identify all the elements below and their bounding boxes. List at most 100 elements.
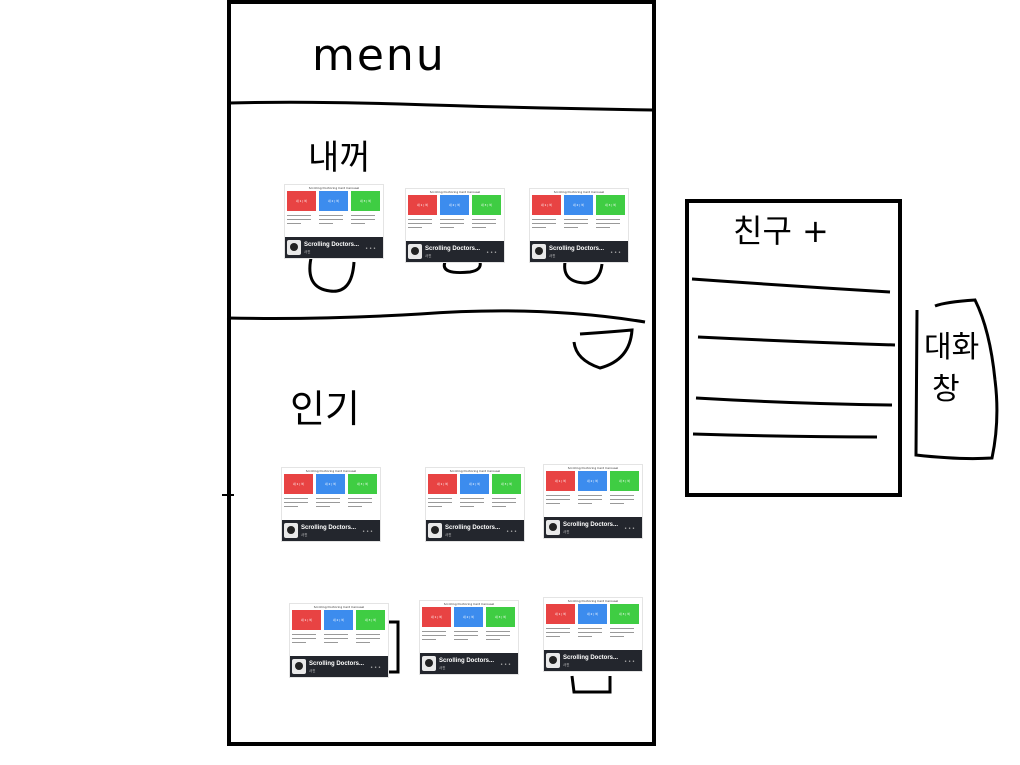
card-text-line xyxy=(532,223,556,224)
card-title: Scrolling Doctors... xyxy=(309,661,365,667)
card-preview[interactable]: Scrolling Doctoring Card Carousel 내 1 | 비… xyxy=(530,189,628,262)
card-text-line xyxy=(472,219,496,220)
card-header: Scrolling Doctoring Card Carousel xyxy=(449,469,501,473)
card-text-line xyxy=(460,502,484,503)
avatar xyxy=(408,244,422,259)
more-icon[interactable]: ••• xyxy=(506,529,518,535)
friend-row xyxy=(697,335,896,347)
card-subtitle: 사진 xyxy=(425,254,432,258)
card-text-line xyxy=(284,502,308,503)
card-title: Scrolling Doctors... xyxy=(301,525,357,531)
menu-divider xyxy=(228,100,654,112)
card-text-line xyxy=(546,632,570,633)
card-text-line xyxy=(610,632,634,633)
avatar xyxy=(422,656,436,671)
bracket-mark xyxy=(386,620,400,674)
card-preview[interactable]: Scrolling Doctoring Card Carousel 내 1 | 비… xyxy=(544,465,642,538)
card-header: Scrolling Doctoring Card Carousel xyxy=(553,190,605,194)
card-header: Scrolling Doctoring Card Carousel xyxy=(567,599,619,603)
card-subtitle: 사진 xyxy=(304,250,311,254)
card-text-line xyxy=(428,502,452,503)
more-icon[interactable]: ••• xyxy=(486,250,498,256)
more-icon[interactable]: ••• xyxy=(500,662,512,668)
card-text-line xyxy=(610,628,634,629)
more-icon[interactable]: ••• xyxy=(365,246,377,252)
card-text-line xyxy=(351,219,375,220)
card-tile: 내 3 | 비 xyxy=(472,195,501,215)
card-preview[interactable]: Scrolling Doctoring Card Carousel 내 1 | 비… xyxy=(406,189,504,262)
card-text-line xyxy=(316,506,330,507)
card-preview[interactable]: Scrolling Doctoring Card Carousel 내 1 | 비… xyxy=(420,601,518,674)
card-text-line xyxy=(356,642,370,643)
card-text-line xyxy=(422,631,446,632)
side-note-line2: 창 xyxy=(932,372,960,407)
friend-row xyxy=(695,396,893,407)
card-tile: 내 2 | 비 xyxy=(460,474,489,494)
card-text-line xyxy=(610,503,624,504)
card-text-line xyxy=(324,638,348,639)
chat-bubble-outline xyxy=(914,298,999,461)
card-tile: 내 3 | 비 xyxy=(486,607,515,627)
card-header: Scrolling Doctoring Card Carousel xyxy=(429,190,481,194)
side-note-line1: 대화 xyxy=(924,330,980,365)
card-text-line xyxy=(284,498,308,499)
card-text-line xyxy=(578,495,602,496)
more-icon[interactable]: ••• xyxy=(624,526,636,532)
card-text-line xyxy=(578,636,592,637)
card-text-line xyxy=(596,219,620,220)
scribble-mark xyxy=(572,328,634,370)
card-text-line xyxy=(422,635,446,636)
card-subtitle: 사진 xyxy=(309,669,316,673)
card-header: Scrolling Doctoring Card Carousel xyxy=(443,602,495,606)
more-icon[interactable]: ••• xyxy=(362,529,374,535)
card-preview[interactable]: Scrolling Doctoring Card Carousel 내 1 | 비… xyxy=(290,604,388,677)
card-tile: 내 1 | 비 xyxy=(422,607,451,627)
card-text-line xyxy=(578,503,592,504)
card-tile: 내 1 | 비 xyxy=(546,471,575,491)
friends-panel-title: 친구 + xyxy=(733,212,829,250)
section-label-popular: 인기 xyxy=(290,387,360,431)
avatar xyxy=(532,244,546,259)
card-text-line xyxy=(472,227,486,228)
card-preview[interactable]: Scrolling Doctoring Card Carousel 내 1 | 비… xyxy=(544,598,642,671)
card-text-line xyxy=(546,636,560,637)
menu-label: menu xyxy=(312,30,446,81)
card-header: Scrolling Doctoring Card Carousel xyxy=(313,605,365,609)
friend-row xyxy=(691,277,891,294)
card-text-line xyxy=(316,502,340,503)
card-title: Scrolling Doctors... xyxy=(304,242,360,248)
card-text-line xyxy=(454,635,478,636)
card-text-line xyxy=(284,506,298,507)
card-text-line xyxy=(356,634,380,635)
card-subtitle: 사진 xyxy=(563,530,570,534)
card-text-line xyxy=(408,219,432,220)
card-text-line xyxy=(287,215,311,216)
more-icon[interactable]: ••• xyxy=(370,665,382,671)
card-text-line xyxy=(319,215,343,216)
card-text-line xyxy=(454,631,478,632)
card-text-line xyxy=(348,498,372,499)
more-icon[interactable]: ••• xyxy=(624,659,636,665)
card-text-line xyxy=(486,639,500,640)
card-footer: Scrolling Doctors... 사진 ••• xyxy=(530,241,628,262)
card-footer: Scrolling Doctors... 사진 ••• xyxy=(406,241,504,262)
loop-mark xyxy=(308,257,356,293)
card-text-line xyxy=(546,628,570,629)
card-preview[interactable]: Scrolling Doctoring Card Carousel 내 1 | 비… xyxy=(285,185,383,258)
card-text-line xyxy=(287,223,301,224)
more-icon[interactable]: ••• xyxy=(610,250,622,256)
card-tile: 내 3 | 비 xyxy=(351,191,380,211)
card-text-line xyxy=(408,227,422,228)
card-tile: 내 3 | 비 xyxy=(348,474,377,494)
card-preview[interactable]: Scrolling Doctoring Card Carousel 내 1 | 비… xyxy=(426,468,524,541)
card-text-line xyxy=(460,498,484,499)
card-preview[interactable]: Scrolling Doctoring Card Carousel 내 1 | 비… xyxy=(282,468,380,541)
section-divider xyxy=(226,309,646,324)
card-footer: Scrolling Doctors... 사진 ••• xyxy=(544,517,642,538)
card-text-line xyxy=(472,223,496,224)
card-tile: 내 3 | 비 xyxy=(492,474,521,494)
card-text-line xyxy=(610,636,624,637)
card-tile: 내 3 | 비 xyxy=(596,195,625,215)
loop-mark xyxy=(442,261,482,274)
card-footer: Scrolling Doctors... 사진 ••• xyxy=(544,650,642,671)
